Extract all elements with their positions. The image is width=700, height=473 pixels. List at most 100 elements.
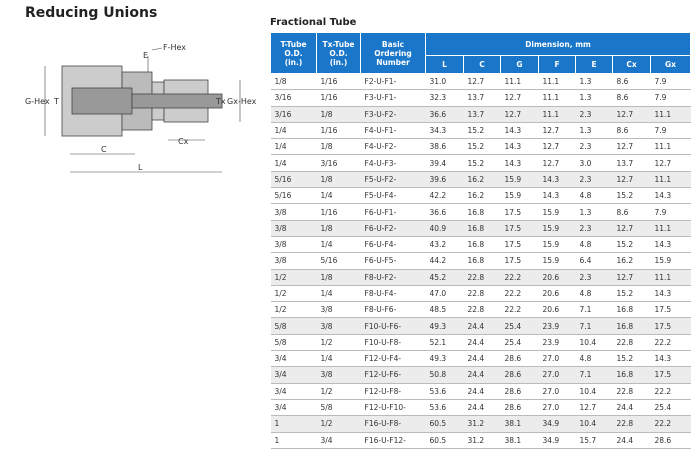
table-cell: 1/2 [270,285,317,303]
table-cell: F6-U-F5- [360,252,426,270]
table-cell: 25.4 [500,317,539,335]
table-cell: F12-U-F8- [360,383,426,400]
table-cell: 1/16 [316,89,361,107]
table-cell: F10-U-F6- [360,317,426,335]
table-cell: F5-U-F4- [360,187,426,205]
table-cell: 42.2 [425,187,464,205]
table-cell: 14.3 [650,187,691,205]
table-cell: 12.7 [575,399,613,417]
table-cell: 53.6 [425,383,464,400]
table-cell: 15.9 [500,171,539,189]
table-cell: 1.3 [575,89,613,107]
table-cell: 34.9 [538,415,576,433]
table-row: 3/8 5/16 F6-U-F5- 44.2 16.8 17.5 15.9 6.4 16.2 15… [270,252,691,270]
table-cell: 14.3 [538,187,576,205]
table-cell: 1/16 [316,73,361,91]
table-cell: 23.9 [538,334,576,352]
table-cell: 39.6 [425,171,464,189]
table-cell: 12.7 [650,154,691,172]
table-cell: 17.5 [500,220,539,237]
table-cell: 22.2 [500,269,539,286]
table-cell: 12.7 [612,138,651,156]
table-cell: 22.2 [500,285,539,303]
table-cell: 15.2 [463,122,501,140]
table-cell: 20.6 [538,269,576,286]
table-cell: 3/4 [316,432,361,449]
table-cell: 1/8 [316,220,361,237]
table-cell: 24.4 [463,399,501,417]
table-cell: 12.7 [612,269,651,286]
table-cell: 24.4 [612,432,651,449]
table-cell: 50.8 [425,366,464,384]
table-cell: 3/8 [316,317,361,335]
table-cell: 7.9 [650,73,691,91]
column-header: E [575,55,613,74]
table-row: 1/2 1/8 F8-U-F2- 45.2 22.8 22.2 20.6 2.3 12.7 11.… [270,269,691,286]
table-cell: 15.9 [538,236,576,254]
table-cell: 32.3 [425,89,464,107]
table-cell: 1 [270,432,317,449]
table-cell: 3/8 [270,203,317,221]
table-cell: 28.6 [500,399,539,417]
table-cell: F3-U-F2- [360,106,426,123]
table-cell: 3/4 [270,350,317,368]
table-cell: 1/4 [316,285,361,303]
table-cell: 5/16 [270,171,317,189]
table-cell: 3/8 [270,252,317,270]
table-cell: 11.1 [650,138,691,156]
table-cell: 28.6 [500,350,539,368]
table-cell: 1/2 [316,334,361,352]
table-cell: 2.3 [575,171,613,189]
table-cell: 11.1 [538,89,576,107]
table-cell: 22.2 [650,415,691,433]
table-cell: F4-U-F3- [360,154,426,172]
table-cell: 16.8 [463,252,501,270]
table-cell: 15.2 [612,350,651,368]
table-cell: F16-U-F8- [360,415,426,433]
table-cell: 3/4 [270,366,317,384]
column-header: L [425,55,464,74]
table-cell: 25.4 [500,334,539,352]
table-cell: 14.3 [500,154,539,172]
table-row: 1/2 3/8 F8-U-F6- 48.5 22.8 22.2 20.6 7.1 16.8 17.… [270,301,691,319]
table-cell: 1/8 [316,269,361,286]
table-cell: F2-U-F1- [360,73,426,91]
table-row: 1/4 1/16 F4-U-F1- 34.3 15.2 14.3 12.7 1.3 8.6 7.9 [270,122,691,140]
table-cell: 16.2 [612,252,651,270]
table-cell: 2.3 [575,106,613,123]
table-cell: 13.7 [612,154,651,172]
table-cell: 2.3 [575,269,613,286]
table-row: 1/4 1/8 F4-U-F2- 38.6 15.2 14.3 12.7 2.3 12.7 11.… [270,138,691,156]
table-cell: 1/4 [270,122,317,140]
table-cell: 1.3 [575,203,613,221]
table-cell: 5/8 [270,317,317,335]
table-row: 5/8 3/8 F10-U-F6- 49.3 24.4 25.4 23.9 7.1 16.8 17… [270,317,691,335]
tube-right [131,93,223,109]
column-header: Tx-Tube O.D. (in.) [316,32,361,74]
label: L [138,163,143,172]
label: E [143,51,148,60]
table-cell: 1/4 [270,138,317,156]
column-header: G [500,55,539,74]
page-title: Reducing Unions [25,5,158,21]
table-cell: 14.3 [538,171,576,189]
table-cell: 24.4 [463,383,501,400]
table-cell: 16.8 [612,366,651,384]
label: Cx [178,137,189,146]
table-cell: 60.5 [425,415,464,433]
table-cell: F10-U-F8- [360,334,426,352]
table-cell: 3.0 [575,154,613,172]
table-cell: 27.0 [538,399,576,417]
table-row: 3/8 1/16 F6-U-F1- 36.6 16.8 17.5 15.9 1.3 8.6 7.9 [270,203,691,221]
table-cell: 1/16 [316,203,361,221]
table-cell: 15.9 [650,252,691,270]
table-cell: 23.9 [538,317,576,335]
table-cell: 27.0 [538,350,576,368]
column-header: Gx [649,55,692,74]
table-cell: 8.6 [612,122,651,140]
table-cell: 40.9 [425,220,464,237]
table-cell: 12.7 [538,122,576,140]
table-cell: 22.2 [500,301,539,319]
table-cell: 3/16 [270,106,317,123]
